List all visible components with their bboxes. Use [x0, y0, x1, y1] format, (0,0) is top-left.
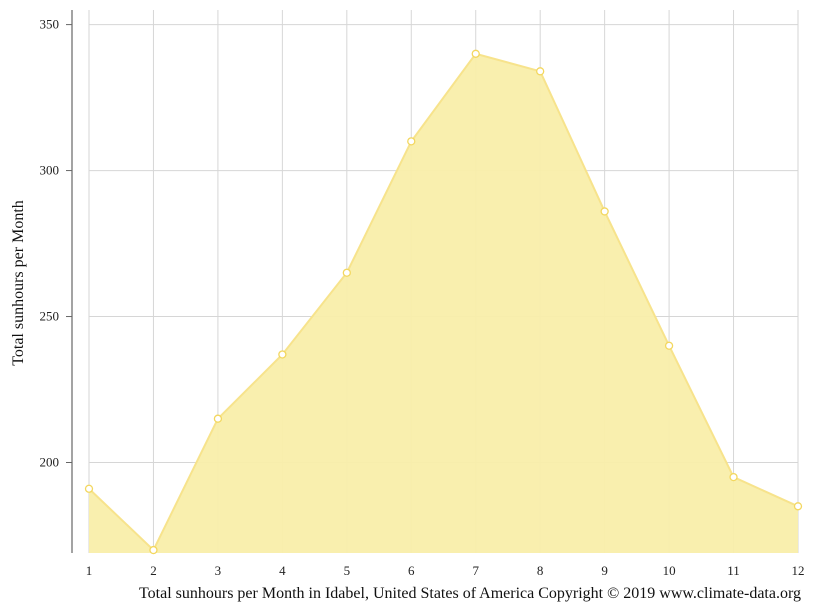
- x-tick-label-6: 6: [408, 563, 415, 578]
- y-axis-title: Total sunhours per Month: [10, 200, 27, 366]
- sunhours-line: [88, 52, 799, 552]
- data-point-6: [407, 137, 416, 146]
- data-point-10: [664, 341, 674, 350]
- y-tick-label-300: 300: [40, 163, 60, 178]
- x-tick-label-2: 2: [150, 563, 157, 578]
- x-tick-label-11: 11: [727, 563, 740, 578]
- data-point-4: [278, 350, 287, 359]
- x-tick-label-1: 1: [86, 563, 93, 578]
- y-tick-labels: 200 250 300 350: [40, 17, 72, 470]
- x-tick-label-3: 3: [215, 563, 222, 578]
- y-tick-label-250: 250: [40, 309, 60, 324]
- x-tick-label-10: 10: [663, 563, 676, 578]
- x-tick-label-8: 8: [537, 563, 544, 578]
- x-tick-label-4: 4: [279, 563, 286, 578]
- data-point-5: [342, 268, 351, 277]
- x-tick-label-5: 5: [344, 563, 351, 578]
- x-tick-label-9: 9: [601, 563, 608, 578]
- data-point-12: [793, 502, 803, 511]
- data-point-8: [536, 67, 545, 76]
- data-point-2: [149, 545, 158, 555]
- y-tick-label-350: 350: [40, 17, 60, 32]
- y-tick-label-200: 200: [40, 455, 60, 470]
- data-points: [84, 49, 803, 555]
- data-point-11: [729, 472, 738, 482]
- sunhours-area: [89, 53, 798, 554]
- data-point-3: [213, 414, 223, 423]
- data-point-7: [471, 49, 480, 58]
- data-point-9: [600, 207, 609, 216]
- data-point-1: [84, 484, 94, 493]
- x-tick-labels: 1 2 3 4 5 6 7 8 9 10 11 12: [86, 563, 805, 578]
- chart-caption: Total sunhours per Month in Idabel, Unit…: [139, 585, 801, 602]
- x-tick-label-12: 12: [792, 563, 805, 578]
- x-tick-label-7: 7: [472, 563, 479, 578]
